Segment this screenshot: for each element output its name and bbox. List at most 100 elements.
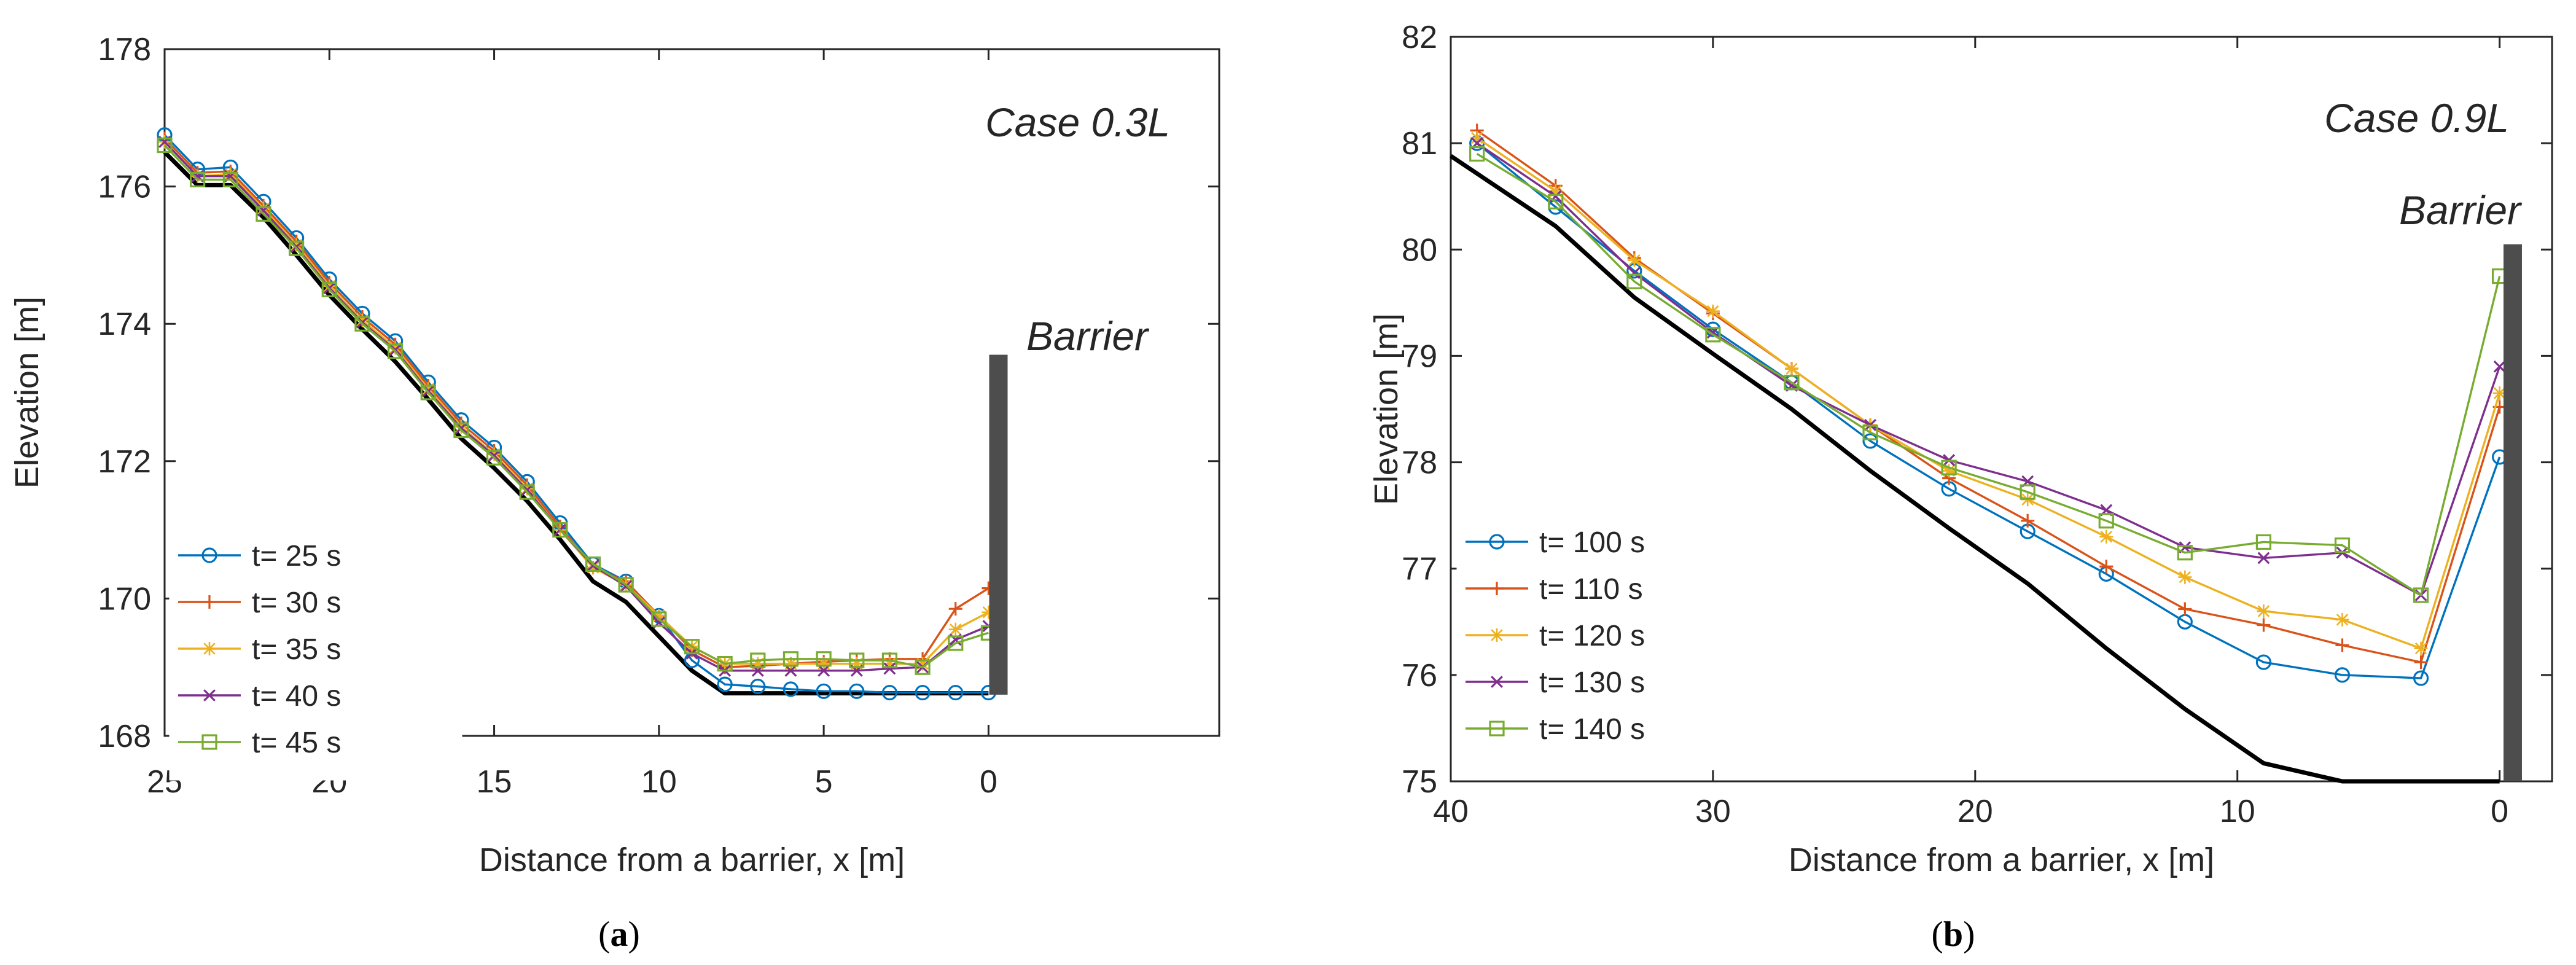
- data-point: [651, 611, 667, 627]
- legend: t= 25 s t= 30 s t= 35 s t= 40 s t= 45 s: [169, 528, 463, 781]
- y-tick-label: 76: [1402, 658, 1437, 693]
- data-point: [948, 635, 964, 651]
- data-point: [354, 316, 370, 332]
- y-tick-label: 81: [1402, 126, 1437, 162]
- data-point: [389, 343, 402, 356]
- x-tick-label: 10: [2220, 794, 2255, 829]
- data-point: [652, 609, 666, 623]
- data-point: [1626, 273, 1642, 289]
- data-point: [948, 602, 962, 616]
- x-tick-label: 40: [1433, 794, 1469, 829]
- series-line: [1476, 142, 2501, 679]
- data-point: [289, 240, 305, 256]
- data-point: [751, 657, 765, 671]
- legend-marker: [203, 642, 216, 655]
- data-point: [2099, 560, 2113, 574]
- data-point: [916, 657, 930, 671]
- data-point: [2099, 529, 2113, 544]
- data-point: [717, 676, 733, 692]
- data-point: [222, 171, 238, 188]
- legend-marker: [203, 595, 216, 609]
- x-tick-label: 0: [980, 764, 997, 800]
- legend-label: t= 25 s: [252, 540, 341, 572]
- series-t-140-s: [1469, 146, 2508, 603]
- data-point: [881, 652, 898, 668]
- legend-marker: [1490, 628, 1504, 642]
- legend-marker: [1489, 534, 1505, 550]
- y-tick-label: 75: [1402, 764, 1437, 800]
- data-point: [2334, 667, 2351, 683]
- caption-b: (b): [1932, 914, 1975, 954]
- data-point: [2335, 612, 2349, 627]
- data-point: [1941, 459, 1957, 475]
- data-point: [1942, 464, 1956, 478]
- data-point: [2257, 604, 2271, 618]
- data-point: [750, 652, 766, 668]
- data-point: [1548, 193, 1564, 209]
- data-point: [817, 657, 831, 671]
- initial-bed-line: [1450, 154, 2500, 784]
- data-point: [453, 422, 469, 439]
- legend-marker: [201, 547, 217, 563]
- data-point: [420, 385, 436, 400]
- data-point: [521, 483, 534, 496]
- data-point: [488, 449, 501, 462]
- series-line: [1476, 137, 2501, 650]
- data-point: [585, 556, 601, 572]
- caption-a: (a): [598, 914, 640, 954]
- legend-box: [1456, 514, 1707, 767]
- series-line: [1476, 142, 2501, 596]
- x-axis-label: Distance from a barrier, x [m]: [1789, 842, 2214, 878]
- data-point: [1469, 146, 1485, 162]
- data-point: [2493, 360, 2506, 373]
- data-point: [2255, 654, 2272, 670]
- data-point: [2335, 638, 2349, 652]
- data-point: [157, 137, 173, 154]
- data-point: [883, 662, 896, 675]
- data-point: [783, 651, 799, 667]
- legend-label: t= 110 s: [1539, 573, 1643, 606]
- legend-label: t= 35 s: [252, 633, 341, 666]
- data-point: [289, 238, 303, 252]
- data-point: [256, 206, 271, 222]
- x-tick-label: 5: [815, 764, 833, 800]
- y-tick-label: 172: [98, 444, 151, 480]
- data-point: [1784, 375, 1800, 391]
- data-point: [1627, 253, 1641, 267]
- legend-entry: t= 25 s: [178, 540, 341, 572]
- legend-entry: t= 100 s: [1466, 526, 1645, 559]
- data-point: [783, 681, 799, 697]
- legend-marker: [1489, 721, 1505, 736]
- y-tick-label: 82: [1402, 20, 1437, 55]
- legend-label: t= 130 s: [1539, 666, 1645, 699]
- data-point: [948, 622, 962, 636]
- data-point: [322, 279, 337, 293]
- data-point: [2021, 514, 2035, 528]
- legend-entry: t= 45 s: [178, 727, 341, 759]
- data-point: [2178, 570, 2192, 584]
- data-point: [750, 678, 766, 695]
- data-point: [421, 382, 435, 396]
- data-point: [2414, 655, 2428, 670]
- legend-label: t= 40 s: [252, 680, 341, 713]
- data-point: [881, 684, 898, 701]
- x-tick-label: 30: [1695, 794, 1731, 829]
- barrier-label: Barrier: [2399, 187, 2523, 233]
- x-tick-label: 0: [2491, 794, 2508, 829]
- y-tick-label: 79: [1402, 338, 1437, 374]
- data-point: [684, 639, 700, 655]
- data-point: [1862, 424, 1878, 440]
- data-point: [784, 664, 797, 677]
- y-tick-label: 174: [98, 307, 151, 342]
- legend-marker: [203, 689, 216, 701]
- y-axis-label: Elevation [m]: [9, 297, 45, 488]
- data-point: [2257, 552, 2270, 565]
- data-point: [2098, 513, 2114, 529]
- data-point: [816, 651, 832, 667]
- legend-label: t= 45 s: [252, 727, 341, 759]
- data-point: [849, 683, 865, 699]
- legend-label: t= 140 s: [1539, 713, 1645, 746]
- series-t-45-s: [157, 137, 997, 675]
- case-title: Case 0.3L: [985, 100, 1170, 145]
